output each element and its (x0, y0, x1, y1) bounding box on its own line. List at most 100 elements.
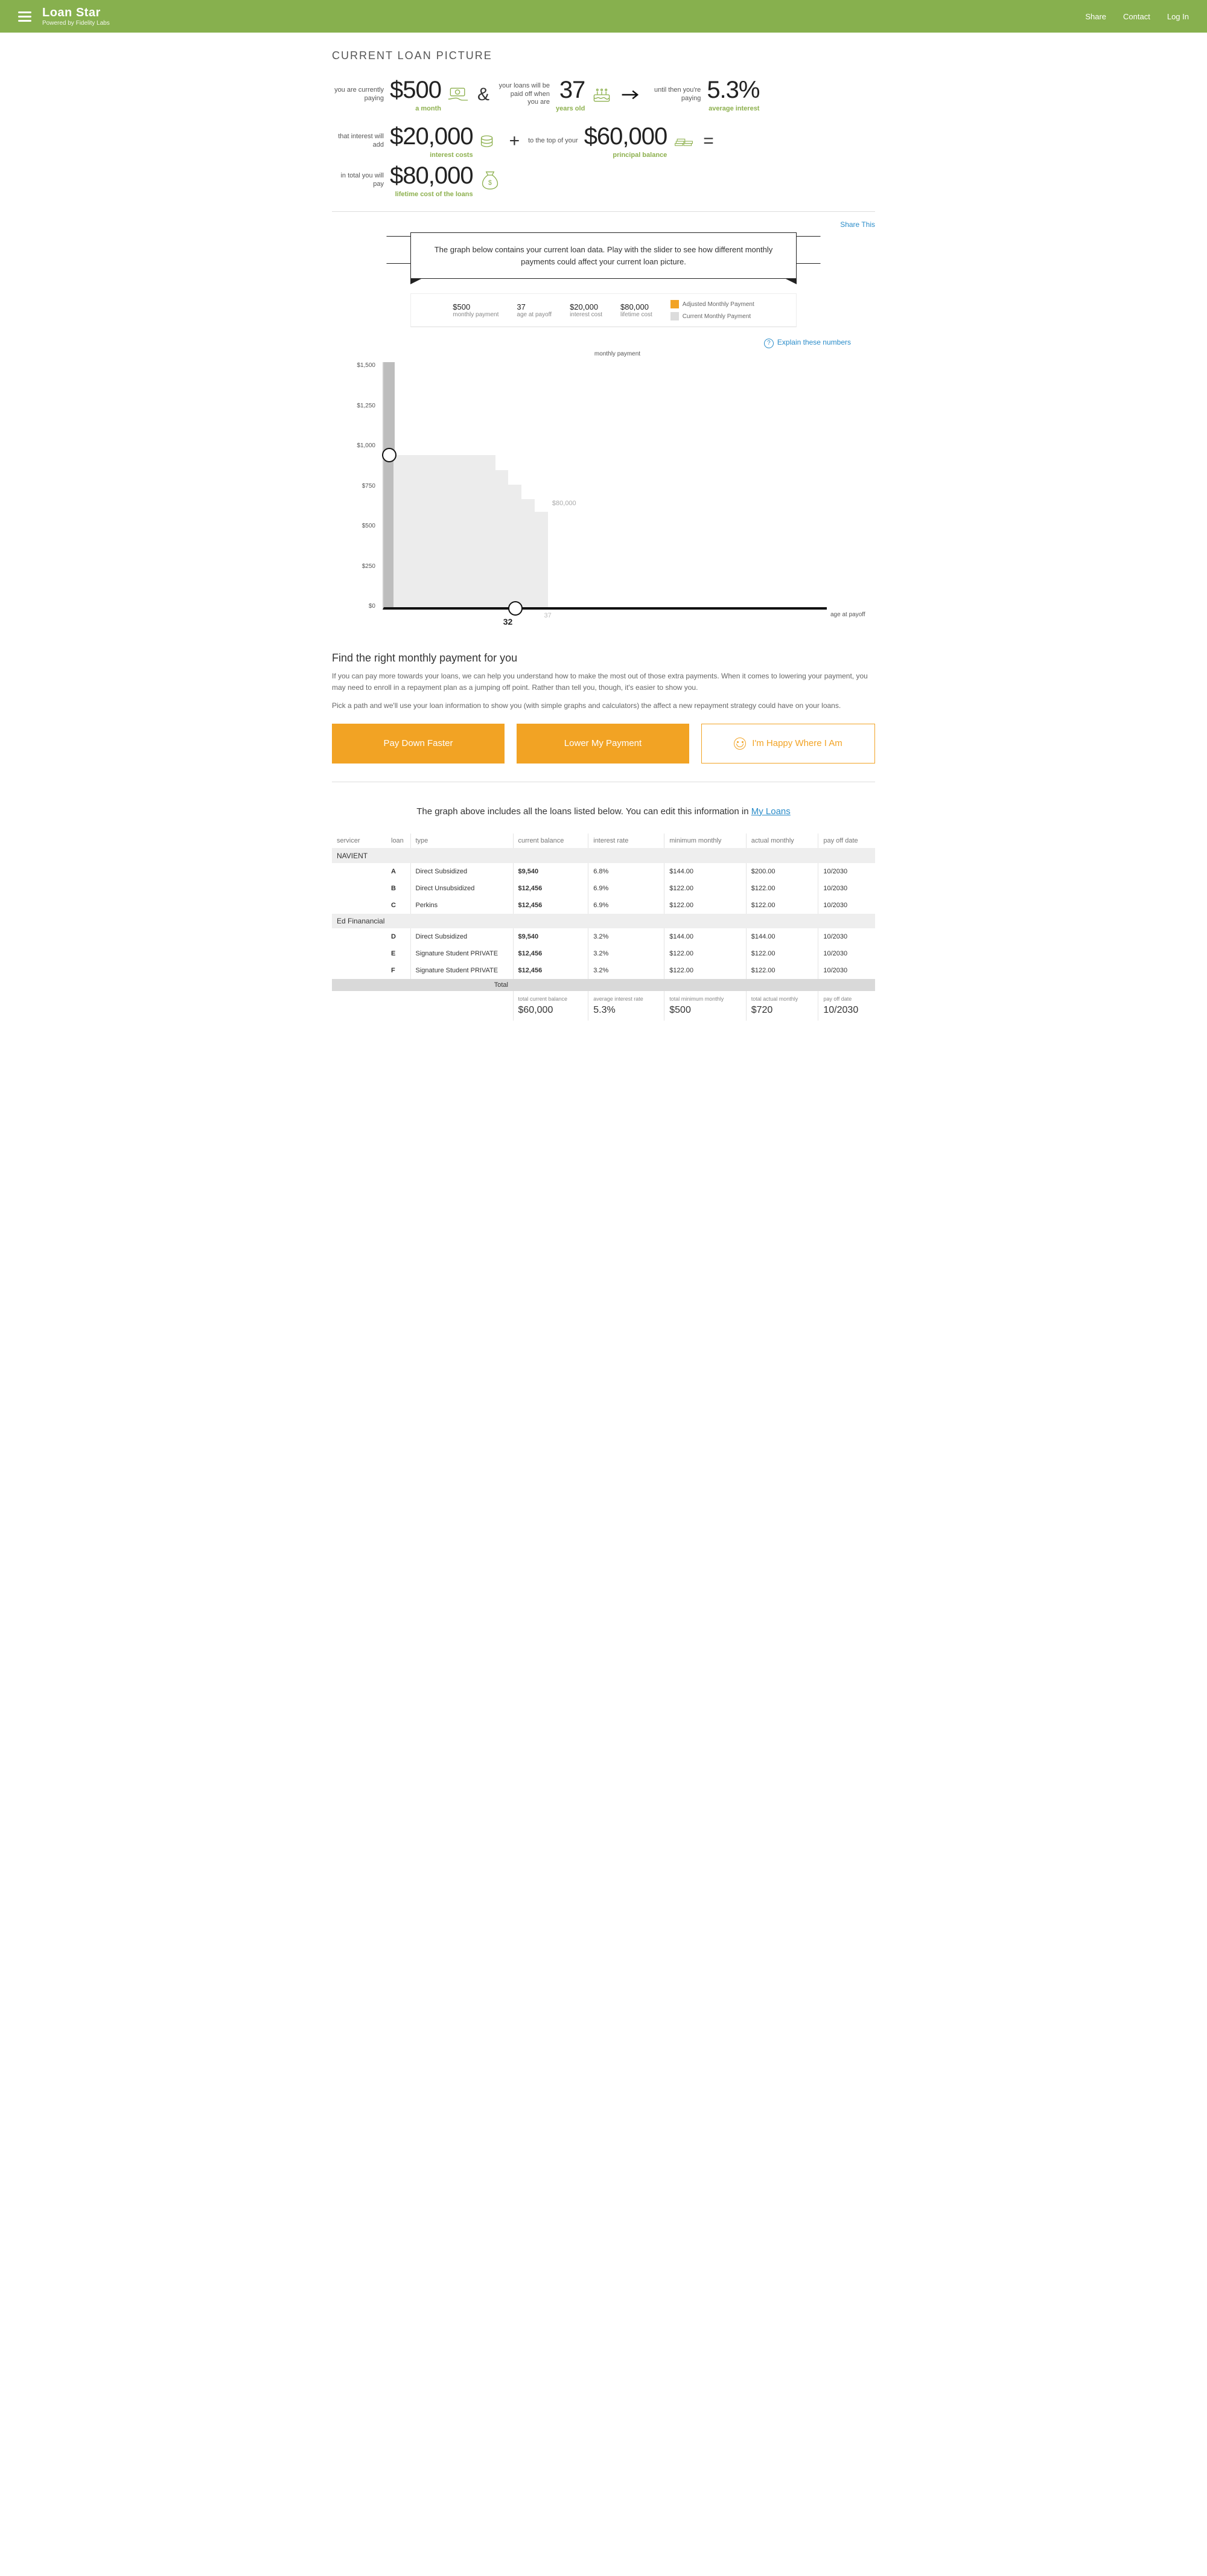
y-tick: $750 (350, 483, 375, 489)
brand-subtitle: Powered by Fidelity Labs (42, 20, 110, 27)
lower-payment-button[interactable]: Lower My Payment (517, 724, 689, 764)
ribbon-text: The graph below contains your current lo… (410, 232, 797, 279)
summary-monthly: $500monthly payment (453, 302, 498, 318)
ribbon-banner: The graph below contains your current lo… (410, 232, 797, 279)
stat-pre: in total you will pay (332, 172, 384, 189)
loan-row: BDirect Unsubsidized$12,4566.9%$122.00$1… (332, 880, 875, 897)
top-nav: Share Contact Log In (1085, 12, 1189, 21)
th-servicer: servicer (332, 834, 386, 849)
brand: Loan Star Powered by Fidelity Labs (42, 6, 110, 27)
happy-button[interactable]: I'm Happy Where I Am (701, 724, 875, 764)
top-bar: Loan Star Powered by Fidelity Labs Share… (0, 0, 1207, 33)
th-date: pay off date (818, 834, 875, 849)
loans-intro-text: The graph above includes all the loans l… (416, 806, 751, 817)
stat-sub: years old (556, 105, 585, 112)
nav-contact[interactable]: Contact (1123, 12, 1150, 21)
loans-intro: The graph above includes all the loans l… (332, 806, 875, 817)
my-loans-link[interactable]: My Loans (751, 806, 791, 817)
th-balance: current balance (513, 834, 588, 849)
cash-stack-icon (673, 132, 695, 151)
stat-monthly-payment: you are currently paying $500a month (332, 77, 469, 112)
money-bag-icon: $ (479, 171, 501, 190)
arrow-right-icon (619, 88, 643, 102)
ampersand-op: & (475, 84, 492, 105)
legend-label: Current Monthly Payment (683, 313, 751, 320)
legend-label: Adjusted Monthly Payment (683, 301, 754, 308)
y-axis-title: monthly payment (360, 351, 875, 357)
section-p2: Pick a path and we'll use your loan info… (332, 700, 875, 712)
nav-login[interactable]: Log In (1167, 12, 1189, 21)
summary-lifetime: $80,000lifetime cost (620, 302, 652, 318)
chart-legend: Adjusted Monthly Payment Current Monthly… (670, 300, 754, 320)
loans-table: servicer loan type current balance inter… (332, 834, 875, 1021)
x-slider-label: 32 (503, 617, 513, 626)
y-tick: $1,000 (350, 442, 375, 449)
th-min: minimum monthly (664, 834, 746, 849)
stat-sub: lifetime cost of the loans (395, 191, 473, 198)
th-type: type (410, 834, 513, 849)
equals-op: = (701, 131, 716, 151)
legend-swatch-current (670, 312, 679, 320)
totals-row: total current balance$60,000average inte… (332, 991, 875, 1021)
stat-value: $500 (390, 77, 441, 104)
stat-interest-cost: that interest will add $20,000interest c… (332, 123, 501, 159)
chart-value-label: $80,000 (552, 500, 576, 507)
total-row: Total (332, 979, 875, 991)
step-bar (463, 512, 547, 607)
stat-avg-interest: until then you're paying 5.3%average int… (649, 77, 763, 112)
y-tick: $500 (350, 523, 375, 529)
hand-cash-icon (447, 85, 469, 104)
stat-sub: principal balance (613, 151, 667, 159)
x-axis-title: age at payoff (830, 611, 869, 618)
chart-plot[interactable]: $80,0003237 age at payoff (383, 362, 869, 622)
svg-text:$: $ (488, 179, 492, 187)
stat-principal: to the top of your $60,000principal bala… (528, 123, 695, 159)
smiley-icon (734, 738, 746, 750)
section-p1: If you can pay more towards your loans, … (332, 671, 875, 693)
loan-row: ESignature Student PRIVATE$12,4563.2%$12… (332, 945, 875, 962)
th-actual: actual monthly (746, 834, 818, 849)
y-tick: $250 (350, 563, 375, 570)
share-this-link[interactable]: Share This (332, 220, 875, 229)
legend-swatch-adjusted (670, 300, 679, 308)
stat-lifetime-cost: in total you will pay $80,000lifetime co… (332, 162, 501, 198)
divider (332, 211, 875, 212)
stat-pre: your loans will be paid off when you are (498, 82, 550, 107)
chart-summary-bar: $500monthly payment 37age at payoff $20,… (410, 293, 797, 327)
loan-row: DDirect Subsidized$9,5403.2%$144.00$144.… (332, 928, 875, 945)
summary-interest: $20,000interest cost (570, 302, 602, 318)
y-tick: $1,250 (350, 403, 375, 409)
pay-down-faster-button[interactable]: Pay Down Faster (332, 724, 505, 764)
coins-icon (479, 132, 501, 151)
plus-op: + (507, 131, 523, 151)
stat-sub: average interest (709, 105, 759, 112)
loan-row: FSignature Student PRIVATE$12,4563.2%$12… (332, 962, 875, 979)
th-loan: loan (386, 834, 410, 849)
stat-value: $20,000 (390, 123, 473, 150)
stat-value: $80,000 (390, 162, 473, 190)
brand-title: Loan Star (42, 6, 110, 20)
loan-row: ADirect Subsidized$9,5406.8%$144.00$200.… (332, 863, 875, 880)
stat-pre: until then you're paying (649, 86, 701, 103)
y-tick: $1,500 (350, 362, 375, 369)
th-rate: interest rate (588, 834, 664, 849)
explain-numbers-link[interactable]: Explain these numbers (332, 338, 851, 348)
stat-pre: that interest will add (332, 133, 384, 150)
servicer-row: Ed Finanancial (332, 914, 875, 928)
stat-pre: you are currently paying (332, 86, 384, 103)
cake-icon (591, 85, 613, 104)
page-title: CURRENT LOAN PICTURE (332, 49, 875, 62)
menu-icon[interactable] (18, 11, 31, 22)
nav-share[interactable]: Share (1085, 12, 1106, 21)
stats-row-2: that interest will add $20,000interest c… (332, 123, 875, 198)
action-buttons: Pay Down Faster Lower My Payment I'm Hap… (332, 724, 875, 764)
x-slider-handle[interactable] (508, 601, 523, 616)
payment-chart: $1,500 $1,250 $1,000 $750 $500 $250 $0 $80,000… (332, 362, 875, 634)
y-tick: $0 (350, 603, 375, 610)
stats-row-1: you are currently paying $500a month & y… (332, 77, 875, 112)
stat-value: $60,000 (584, 123, 667, 150)
summary-age: 37age at payoff (517, 302, 552, 318)
x-ref-label: 37 (544, 612, 551, 619)
button-label: I'm Happy Where I Am (752, 738, 842, 748)
servicer-row: NAVIENT (332, 848, 875, 863)
